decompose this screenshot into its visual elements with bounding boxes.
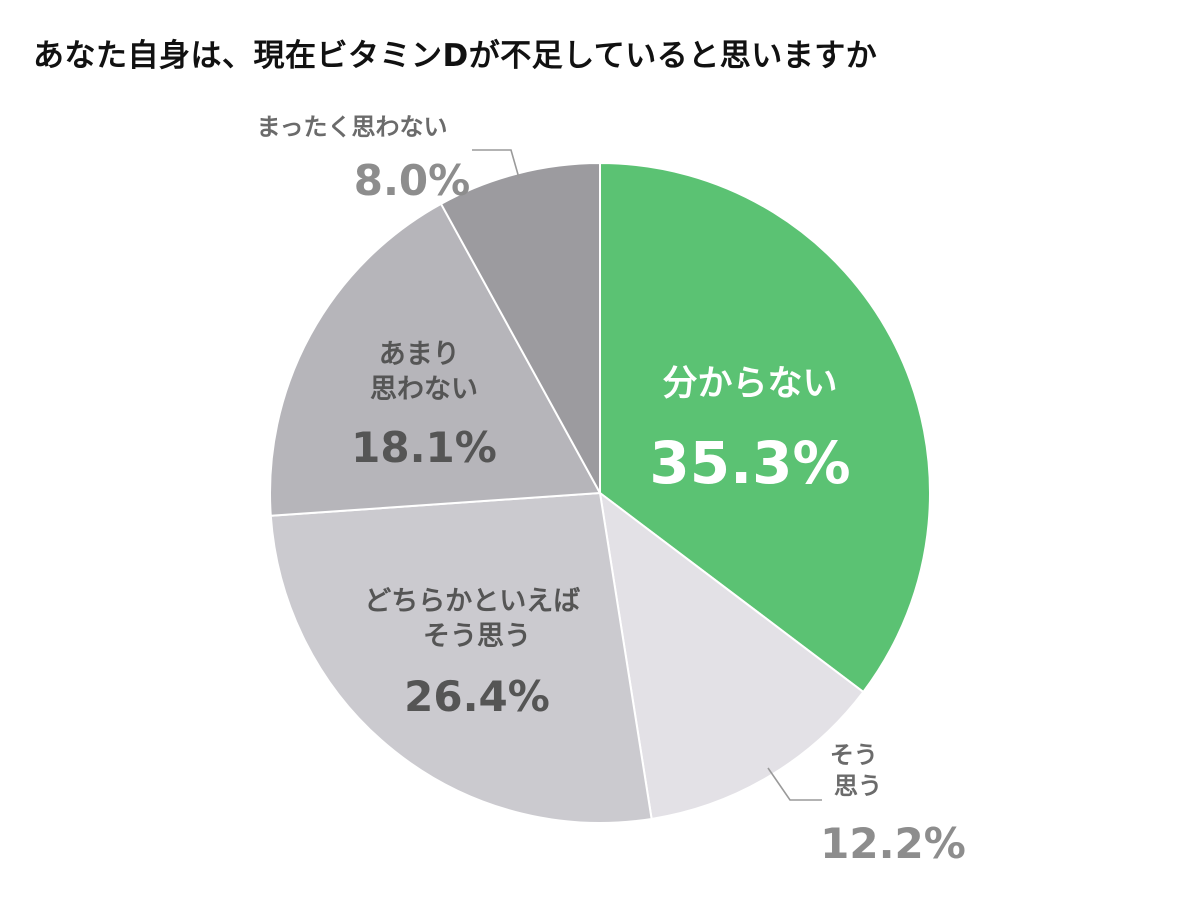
slice-label-somewhat-disagree-line1: あまり bbox=[379, 339, 460, 370]
pie-slice-agree bbox=[598, 490, 865, 821]
pie-slice-dont-know bbox=[599, 161, 931, 694]
slice-label-agree-line1: そう bbox=[830, 741, 878, 769]
slice-label-dont-know: 分からない bbox=[662, 364, 837, 404]
slice-label-somewhat-agree-line2: そう思う bbox=[423, 621, 531, 652]
pie-slices bbox=[269, 161, 931, 824]
slice-label-agree: そう 思う bbox=[830, 741, 886, 800]
slice-label-somewhat-disagree: あまり 思わない bbox=[370, 339, 478, 405]
slice-value-agree: 12.2% bbox=[820, 819, 966, 868]
chart-title: あなた自身は、現在ビタミンDが不足していると思いますか bbox=[33, 38, 878, 74]
slice-value-somewhat-agree: 26.4% bbox=[404, 672, 550, 721]
pie-slice-somewhat-disagree bbox=[269, 202, 602, 517]
slice-label-somewhat-agree-line1: どちらかといえば bbox=[364, 586, 580, 617]
pie-slice-somewhat-agree bbox=[269, 491, 653, 824]
slice-label-strongly-disagree: まったく思わない bbox=[256, 113, 447, 141]
slice-label-somewhat-agree: どちらかといえば そう思う bbox=[364, 586, 589, 652]
slice-value-somewhat-disagree: 18.1% bbox=[351, 423, 497, 472]
slice-value-strongly-disagree: 8.0% bbox=[354, 156, 470, 205]
slice-label-somewhat-disagree-line2: 思わない bbox=[370, 374, 478, 405]
slice-label-agree-line2: 思う bbox=[834, 772, 882, 800]
slice-value-dont-know: 35.3% bbox=[649, 429, 850, 497]
leader-line-strongly-disagree bbox=[472, 149, 520, 179]
leader-line-agree bbox=[767, 767, 822, 801]
